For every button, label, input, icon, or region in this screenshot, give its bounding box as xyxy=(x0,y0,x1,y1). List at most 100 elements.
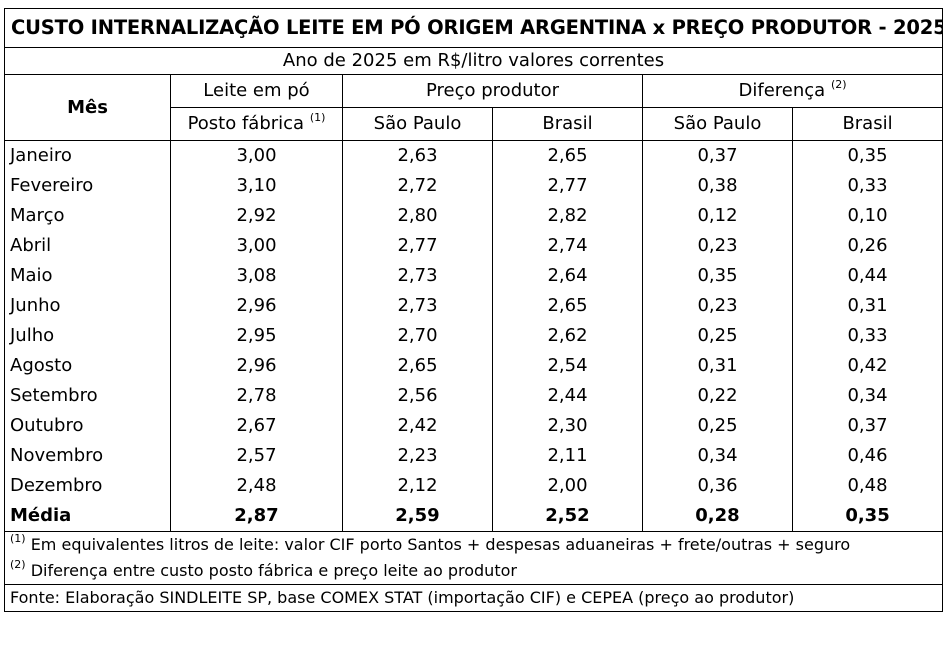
average-label: Média xyxy=(4,501,171,532)
header-leite-em-po: Leite em pó xyxy=(170,74,343,108)
dif-br-cell: 0,33 xyxy=(791,321,944,351)
dif-sp-cell: 0,12 xyxy=(642,201,793,231)
source-row: Fonte: Elaboração SINDLEITE SP, base COM… xyxy=(3,584,944,612)
table-row: Janeiro 3,00 2,63 2,65 0,37 0,35 xyxy=(4,140,944,171)
average-leite: 2,87 xyxy=(170,501,343,532)
average-dif-br: 0,35 xyxy=(791,501,944,532)
dif-sp-cell: 0,36 xyxy=(642,471,793,501)
dif-br-cell: 0,10 xyxy=(791,201,944,231)
table-row: Julho 2,95 2,70 2,62 0,25 0,33 xyxy=(4,321,944,351)
preco-br-cell: 2,64 xyxy=(492,261,643,291)
dif-sp-cell: 0,31 xyxy=(642,351,793,381)
leite-cell: 3,00 xyxy=(170,140,343,171)
preco-br-cell: 2,62 xyxy=(492,321,643,351)
month-cell: Março xyxy=(4,201,171,231)
leite-cell: 2,78 xyxy=(170,381,343,411)
dif-sp-cell: 0,23 xyxy=(642,291,793,321)
header-preco-brasil: Brasil xyxy=(492,107,643,141)
month-cell: Junho xyxy=(4,291,171,321)
leite-cell: 2,92 xyxy=(170,201,343,231)
cost-table: CUSTO INTERNALIZAÇÃO LEITE EM PÓ ORIGEM … xyxy=(3,8,944,612)
preco-sp-cell: 2,72 xyxy=(342,171,493,201)
preco-sp-cell: 2,63 xyxy=(342,140,493,171)
table-row: Fevereiro 3,10 2,72 2,77 0,38 0,33 xyxy=(4,171,944,201)
preco-sp-cell: 2,23 xyxy=(342,441,493,471)
leite-cell: 3,10 xyxy=(170,171,343,201)
leite-cell: 2,48 xyxy=(170,471,343,501)
table-row: Novembro 2,57 2,23 2,11 0,34 0,46 xyxy=(4,441,944,471)
dif-br-cell: 0,37 xyxy=(791,411,944,441)
preco-sp-cell: 2,77 xyxy=(342,231,493,261)
header-preco-sao-paulo: São Paulo xyxy=(342,107,493,141)
month-cell: Novembro xyxy=(4,441,171,471)
note-1-text: Em equivalentes litros de leite: valor C… xyxy=(30,535,851,554)
average-row: Média 2,87 2,59 2,52 0,28 0,35 xyxy=(4,501,944,532)
table-row: Dezembro 2,48 2,12 2,00 0,36 0,48 xyxy=(4,471,944,501)
month-cell: Abril xyxy=(4,231,171,261)
average-preco-sp: 2,59 xyxy=(342,501,493,532)
preco-br-cell: 2,30 xyxy=(492,411,643,441)
leite-cell: 2,96 xyxy=(170,291,343,321)
average-preco-br: 2,52 xyxy=(492,501,643,532)
month-cell: Julho xyxy=(4,321,171,351)
note-1: (1) Em equivalentes litros de leite: val… xyxy=(3,531,944,558)
header-row-2: Posto fábrica (1) São Paulo Brasil São P… xyxy=(5,107,944,141)
preco-sp-cell: 2,80 xyxy=(342,201,493,231)
note-1-row: (1) Em equivalentes litros de leite: val… xyxy=(3,531,944,558)
preco-sp-cell: 2,42 xyxy=(342,411,493,441)
preco-sp-cell: 2,65 xyxy=(342,351,493,381)
leite-cell: 2,57 xyxy=(170,441,343,471)
dif-br-cell: 0,35 xyxy=(791,140,944,171)
month-cell: Fevereiro xyxy=(4,171,171,201)
dif-sp-cell: 0,22 xyxy=(642,381,793,411)
dif-sp-cell: 0,38 xyxy=(642,171,793,201)
preco-br-cell: 2,65 xyxy=(492,291,643,321)
header-posto-fabrica-label: Posto fábrica xyxy=(187,113,305,134)
table-subtitle: Ano de 2025 em R$/litro valores corrente… xyxy=(3,47,944,75)
dif-sp-cell: 0,34 xyxy=(642,441,793,471)
preco-br-cell: 2,54 xyxy=(492,351,643,381)
header-row-1: Mês Leite em pó Preço produtor Diferença… xyxy=(4,74,944,141)
header-diferenca-label: Diferença xyxy=(738,80,826,101)
dif-br-cell: 0,34 xyxy=(791,381,944,411)
dif-br-cell: 0,33 xyxy=(791,171,944,201)
table-row: Março 2,92 2,80 2,82 0,12 0,10 xyxy=(4,201,944,231)
month-cell: Dezembro xyxy=(4,471,171,501)
table-row: Setembro 2,78 2,56 2,44 0,22 0,34 xyxy=(4,381,944,411)
dif-br-cell: 0,26 xyxy=(791,231,944,261)
header-posto-fabrica-sup: (1) xyxy=(309,111,326,124)
leite-cell: 2,96 xyxy=(170,351,343,381)
preco-br-cell: 2,74 xyxy=(492,231,643,261)
month-cell: Setembro xyxy=(4,381,171,411)
leite-cell: 3,08 xyxy=(170,261,343,291)
header-mes: Mês xyxy=(4,74,171,141)
dif-sp-cell: 0,37 xyxy=(642,140,793,171)
subtitle-row: Ano de 2025 em R$/litro valores corrente… xyxy=(3,47,944,75)
dif-br-cell: 0,46 xyxy=(791,441,944,471)
header-posto-fabrica: Posto fábrica (1) xyxy=(170,107,343,141)
preco-br-cell: 2,82 xyxy=(492,201,643,231)
table-row: Outubro 2,67 2,42 2,30 0,25 0,37 xyxy=(4,411,944,441)
header-diferenca: Diferença (2) xyxy=(641,74,944,108)
note-2-sup: (2) xyxy=(10,558,26,571)
header-diferenca-sup: (2) xyxy=(830,78,847,91)
header-dif-sao-paulo: São Paulo xyxy=(642,107,793,141)
note-2: (2) Diferença entre custo posto fábrica … xyxy=(3,558,944,585)
preco-sp-cell: 2,70 xyxy=(342,321,493,351)
preco-sp-cell: 2,73 xyxy=(342,261,493,291)
dif-sp-cell: 0,35 xyxy=(642,261,793,291)
month-cell: Janeiro xyxy=(4,140,171,171)
source-note: Fonte: Elaboração SINDLEITE SP, base COM… xyxy=(3,584,944,612)
table-body: Janeiro 3,00 2,63 2,65 0,37 0,35 Fevereiro 3,10… xyxy=(4,140,944,501)
month-cell: Agosto xyxy=(4,351,171,381)
dif-sp-cell: 0,25 xyxy=(642,411,793,441)
table-row: Agosto 2,96 2,65 2,54 0,31 0,42 xyxy=(4,351,944,381)
preco-sp-cell: 2,56 xyxy=(342,381,493,411)
preco-sp-cell: 2,73 xyxy=(342,291,493,321)
note-2-text: Diferença entre custo posto fábrica e pr… xyxy=(30,561,517,580)
preco-br-cell: 2,44 xyxy=(492,381,643,411)
note-2-row: (2) Diferença entre custo posto fábrica … xyxy=(3,558,944,585)
preco-br-cell: 2,00 xyxy=(492,471,643,501)
dif-br-cell: 0,44 xyxy=(791,261,944,291)
